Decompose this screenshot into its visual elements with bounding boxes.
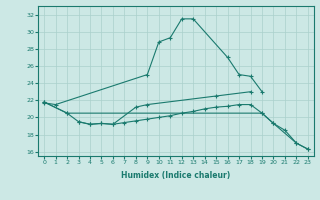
X-axis label: Humidex (Indice chaleur): Humidex (Indice chaleur) [121, 171, 231, 180]
